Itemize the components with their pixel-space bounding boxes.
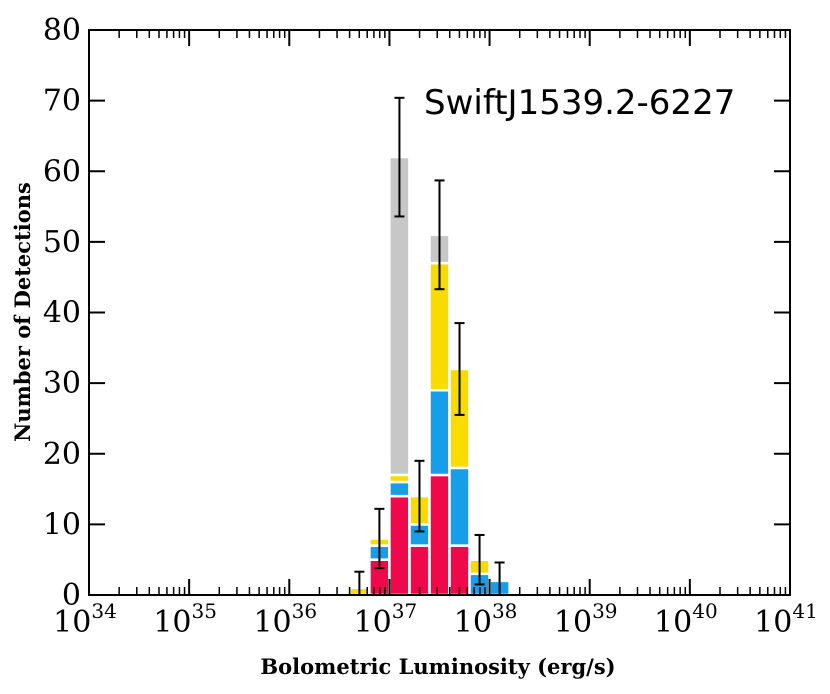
x-tick-label: 1038 (454, 599, 518, 640)
y-tick-label: 0 (62, 578, 81, 613)
y-axis-label: Number of Detections (10, 182, 35, 442)
error-bar-bin-4 (434, 179, 445, 291)
x-tick-label: 1039 (554, 599, 618, 640)
x-tick-label-base: 10 (354, 605, 392, 640)
x-tick-label-exponent: 35 (192, 599, 217, 623)
bar-red-bin-2 (388, 494, 411, 597)
x-tick-label-exponent: 38 (492, 599, 517, 623)
x-tick-label-exponent: 40 (692, 599, 717, 623)
x-tick-labels: 1034 1035 1036 1037 1038 1039 1040 1041 (53, 599, 818, 640)
y-tick-label: 30 (43, 366, 81, 401)
error-bar-bin-3 (414, 459, 425, 533)
x-tick-label: 1037 (354, 599, 418, 640)
y-tick-label: 40 (43, 296, 81, 331)
y-tick-label: 10 (43, 507, 81, 542)
error-bar-bin-2 (394, 96, 405, 218)
x-tick-label: 1035 (153, 599, 217, 640)
y-tick-label: 80 (43, 13, 81, 48)
error-bar-bin-5 (454, 322, 465, 416)
bar-red-bin-4 (428, 473, 451, 597)
x-tick-label-exponent: 41 (792, 599, 817, 623)
y-tick-label: 60 (43, 154, 81, 189)
plot-frame (88, 29, 791, 596)
x-tick-label: 1036 (253, 599, 317, 640)
y-tick-label: 50 (43, 225, 81, 260)
chart-title: SwiftJ1539.2-6227 (424, 83, 735, 123)
bar-blue-bin-4 (428, 388, 451, 477)
y-tick-label: 20 (43, 437, 81, 472)
x-tick-label: 1034 (53, 599, 117, 640)
x-axis-label: Bolometric Luminosity (erg/s) (260, 654, 615, 679)
bar-blue-bin-2 (388, 480, 411, 498)
x-tick-label-base: 10 (654, 605, 692, 640)
x-tick-label-base: 10 (153, 605, 191, 640)
x-tick-label-exponent: 34 (91, 599, 116, 623)
x-tick-label-exponent: 39 (592, 599, 617, 623)
x-tick-label-base: 10 (554, 605, 592, 640)
error-bar-bin-1 (374, 507, 385, 570)
y-tick-labels: 0 10 20 30 40 50 60 70 80 (43, 13, 81, 613)
error-bar-bin-6 (474, 533, 485, 586)
bar-blue-bin-5 (448, 466, 471, 547)
x-tick-label-base: 10 (253, 605, 291, 640)
x-tick-label-base: 10 (454, 605, 492, 640)
y-tick-label: 70 (43, 84, 81, 119)
x-tick-label: 1040 (654, 599, 718, 640)
x-tick-label: 1041 (754, 599, 818, 640)
bars-layer (348, 155, 511, 597)
x-tick-label-exponent: 36 (292, 599, 317, 623)
x-tick-label-exponent: 37 (392, 599, 417, 623)
x-tick-label-base: 10 (754, 605, 792, 640)
x-tick-label-base: 10 (53, 605, 91, 640)
